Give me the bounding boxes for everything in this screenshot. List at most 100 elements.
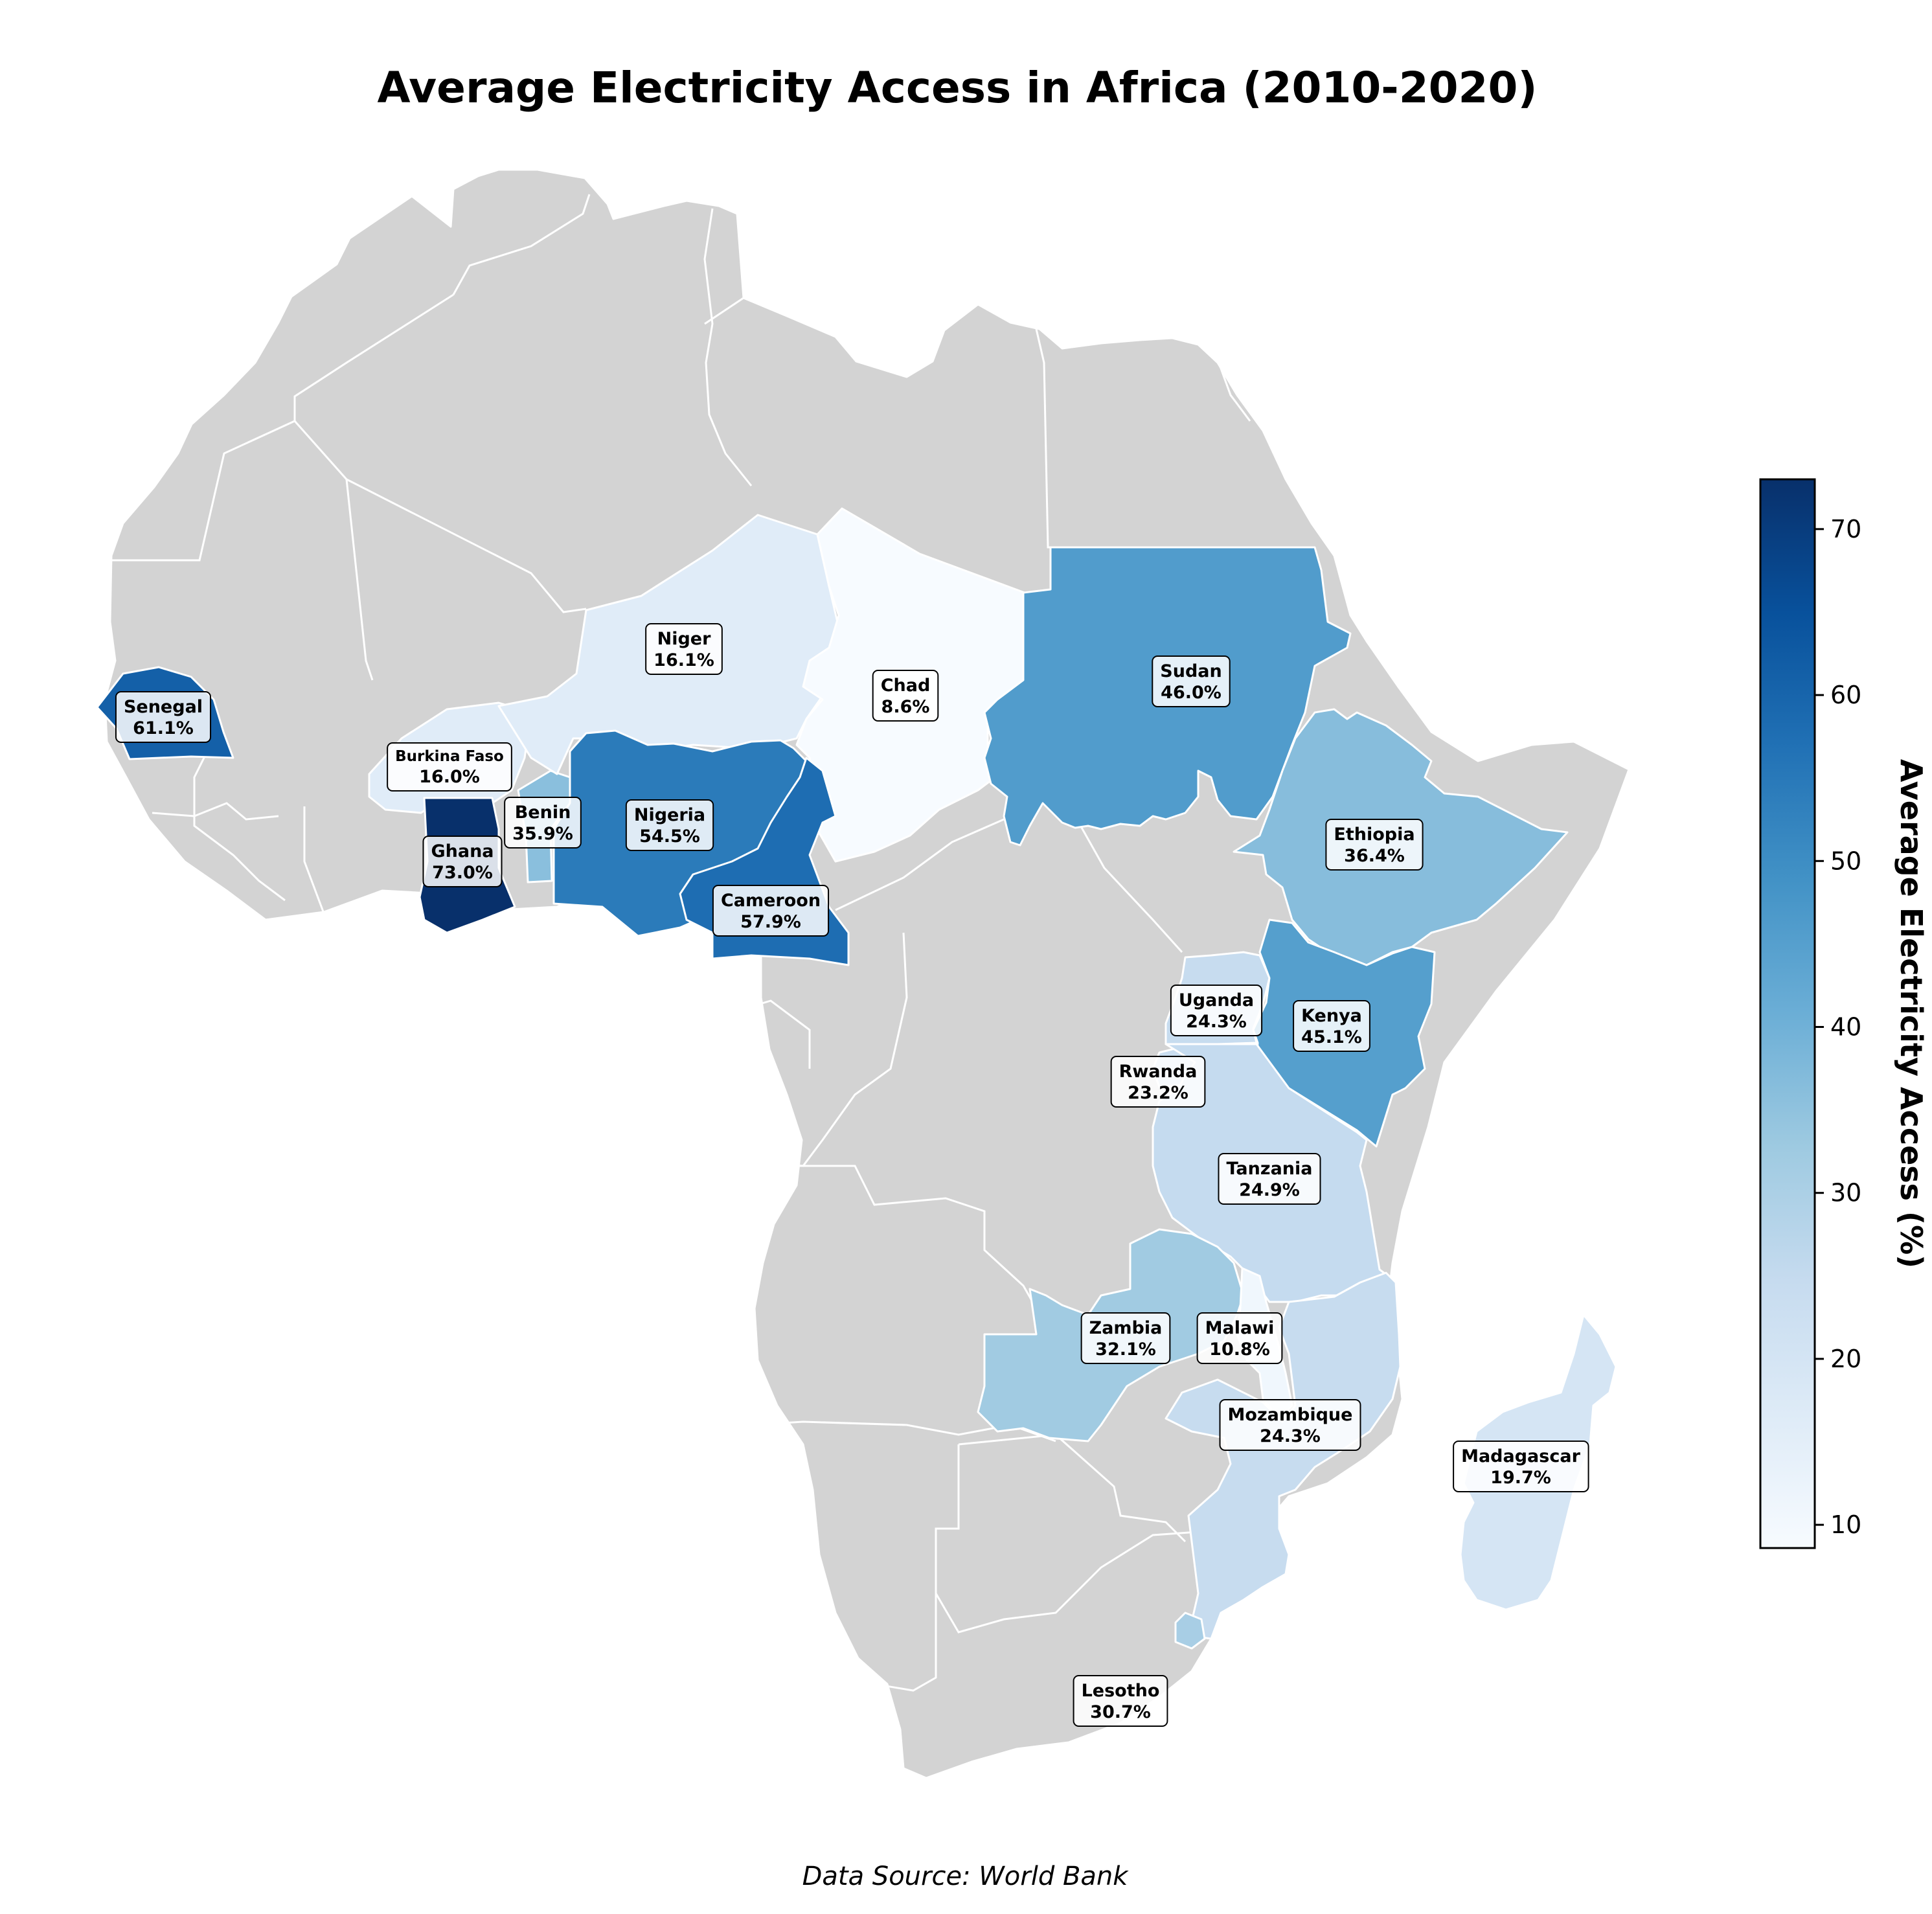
colorbar-label: Average Electricity Access (%) [1894,759,1929,1268]
label-country-name: Burkina Faso [395,748,504,765]
map-title: Average Electricity Access in Africa (20… [377,63,1537,113]
label-value: 24.3% [1186,1012,1247,1032]
label-value: 30.7% [1090,1702,1151,1722]
label-country-name: Ghana [431,841,494,861]
label-country-name: Uganda [1179,990,1254,1010]
label-value: 16.1% [653,650,714,670]
colorbar-tick-label: 40 [1830,1012,1861,1041]
label-value: 23.2% [1128,1083,1188,1103]
colorbar-tick-label: 70 [1830,515,1861,543]
border-line [345,479,374,681]
label-country-name: Sudan [1160,661,1222,681]
label-box [422,836,503,887]
label-country-name: Lesotho [1082,1681,1160,1701]
border-line [152,802,279,821]
label-country-name: Niger [657,629,711,649]
label-country-name: Rwanda [1119,1062,1198,1082]
border-line [1216,359,1251,422]
label-country-name: Cameroon [721,891,821,911]
country-mozambique[interactable] [1165,1271,1402,1640]
label-country-name: Ethiopia [1334,825,1415,845]
label-country-name: Benin [515,803,571,823]
label-box [645,623,723,675]
colorbar-tick-label: 60 [1830,681,1861,709]
colorbar-tick-label: 50 [1830,847,1861,875]
border-line [193,738,286,902]
label-country-name: Tanzania [1226,1159,1312,1179]
label-value: 46.0% [1161,683,1222,703]
label-value: 8.6% [881,697,930,717]
label-value: 10.8% [1209,1339,1270,1360]
label-country-name: Mozambique [1228,1405,1353,1425]
label-value: 24.9% [1239,1180,1300,1200]
label-value: 32.1% [1095,1339,1156,1360]
label-box [504,797,582,849]
label-box [1196,1312,1283,1364]
label-box [1325,819,1424,871]
label-country-name: Senegal [124,697,203,717]
label-value: 54.5% [639,826,700,847]
label-burkina-faso: Burkina Faso 16.0% [387,742,512,792]
label-country-name: Chad [881,676,931,696]
colorbar-tick-label: 20 [1830,1345,1861,1373]
label-country-name: Madagascar [1461,1446,1580,1466]
label-box [115,691,212,743]
colorbar-tick-label: 30 [1830,1179,1861,1207]
label-value: 24.3% [1260,1426,1321,1446]
label-box [712,885,830,937]
label-box [1080,1312,1171,1364]
label-box [1170,985,1263,1036]
label-country-name: Zambia [1089,1318,1163,1338]
label-value: 19.7% [1490,1468,1551,1488]
label-country-name: Malawi [1205,1318,1275,1338]
border-line [958,1433,1187,1543]
label-box [872,670,939,722]
country-lesotho[interactable] [1174,1612,1206,1650]
border-line [703,208,753,486]
label-country-name: Nigeria [634,805,705,825]
label-value: 61.1% [133,718,194,738]
label-box [1218,1153,1321,1205]
colorbar-ticks: 10 20 30 40 50 60 70 [1815,515,1861,1539]
border-line [854,1444,960,1692]
border-line [767,1165,1038,1309]
colorbar: 10 20 30 40 50 60 70 Average Electricity Acces… [1759,478,1929,1549]
data-source: Data Source: World Bank [802,1862,1130,1891]
label-value: 35.9% [512,824,573,844]
label-box [1219,1399,1361,1451]
label-box [625,799,714,851]
label-box [1110,1056,1206,1108]
border-line [702,999,811,1069]
label-value: 16.0% [419,767,480,787]
border-line [293,420,587,613]
colorbar-tick-label: 10 [1830,1510,1861,1539]
label-box [387,742,512,792]
label-value: 45.1% [1301,1027,1362,1047]
label-value: 57.9% [740,912,801,932]
label-box [1152,655,1231,707]
border-line [935,1531,1199,1634]
border-line [303,806,325,914]
label-value: 36.4% [1344,846,1405,866]
border-line [704,213,746,325]
label-box [1073,1675,1168,1727]
